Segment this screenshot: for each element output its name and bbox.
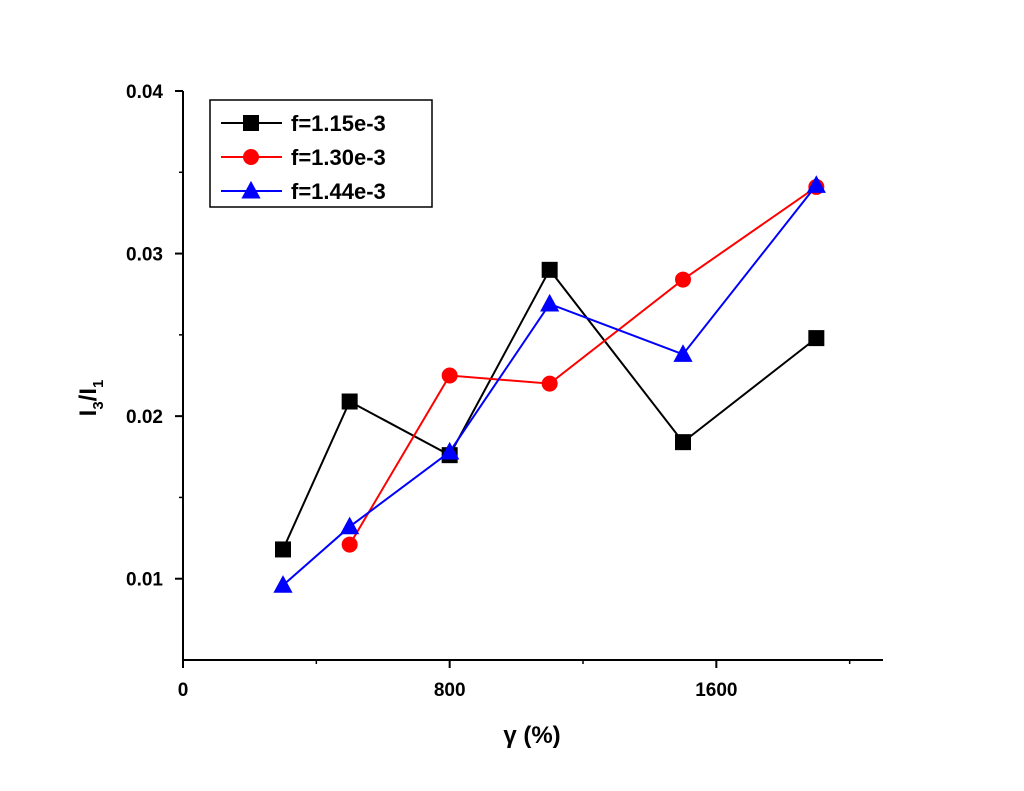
y-tick-label: 0.03 xyxy=(126,245,163,266)
series-line xyxy=(282,268,817,550)
data-point-square xyxy=(675,434,691,451)
legend-item: f=1.30e-3 xyxy=(221,145,386,170)
x-axis-title: γ (%) xyxy=(503,722,560,749)
y-tick-label: 0.01 xyxy=(126,570,163,591)
data-point-square xyxy=(541,261,558,278)
y-axis-title-main: I xyxy=(75,410,102,417)
data-point-triangle xyxy=(440,441,460,460)
data-point-square xyxy=(275,541,291,558)
series-layer xyxy=(273,175,826,593)
x-tick-label: 800 xyxy=(434,680,466,701)
data-point-circle xyxy=(541,375,558,392)
legend-label: f=1.30e-3 xyxy=(291,145,386,170)
legend-marker-square xyxy=(243,115,259,131)
data-point-circle xyxy=(675,271,691,288)
y-tick-label: 0.04 xyxy=(126,82,163,103)
legend-item: f=1.44e-3 xyxy=(221,179,386,204)
data-point-triangle xyxy=(273,575,293,593)
axes xyxy=(182,91,883,661)
legend-label: f=1.15e-3 xyxy=(291,111,386,136)
data-point-circle xyxy=(441,367,458,384)
y-axis-title-sub1: 3 xyxy=(90,401,107,409)
x-tick-label: 1600 xyxy=(695,680,737,701)
x-tick-label: 0 xyxy=(178,680,189,701)
series-circle xyxy=(341,178,825,553)
legend: f=1.15e-3 f=1.30e-3 f=1.44e-3 xyxy=(209,99,433,208)
y-axis-title-sub2: 1 xyxy=(90,380,107,388)
series-line xyxy=(282,184,818,586)
ticks xyxy=(175,90,851,668)
series-triangle xyxy=(273,175,826,593)
legend-marker-circle xyxy=(243,149,259,165)
y-tick-label: 0.02 xyxy=(126,407,163,428)
y-axis-title-sep: /I xyxy=(75,388,102,401)
data-point-square xyxy=(808,330,825,347)
legend-marker-triangle xyxy=(241,180,261,199)
data-point-circle xyxy=(341,536,358,553)
legend-label: f=1.44e-3 xyxy=(291,179,386,204)
y-axis-title: I3/I1 xyxy=(75,380,107,417)
tick-labels: 0 800 1600 0.01 0.02 0.03 0.04 xyxy=(126,82,737,701)
data-point-triangle xyxy=(540,293,560,312)
data-point-triangle xyxy=(673,344,693,362)
legend-item: f=1.15e-3 xyxy=(221,111,386,136)
data-point-triangle xyxy=(340,516,360,535)
data-point-square xyxy=(341,393,358,410)
series-line xyxy=(348,186,817,546)
data-point-triangle xyxy=(806,175,826,193)
